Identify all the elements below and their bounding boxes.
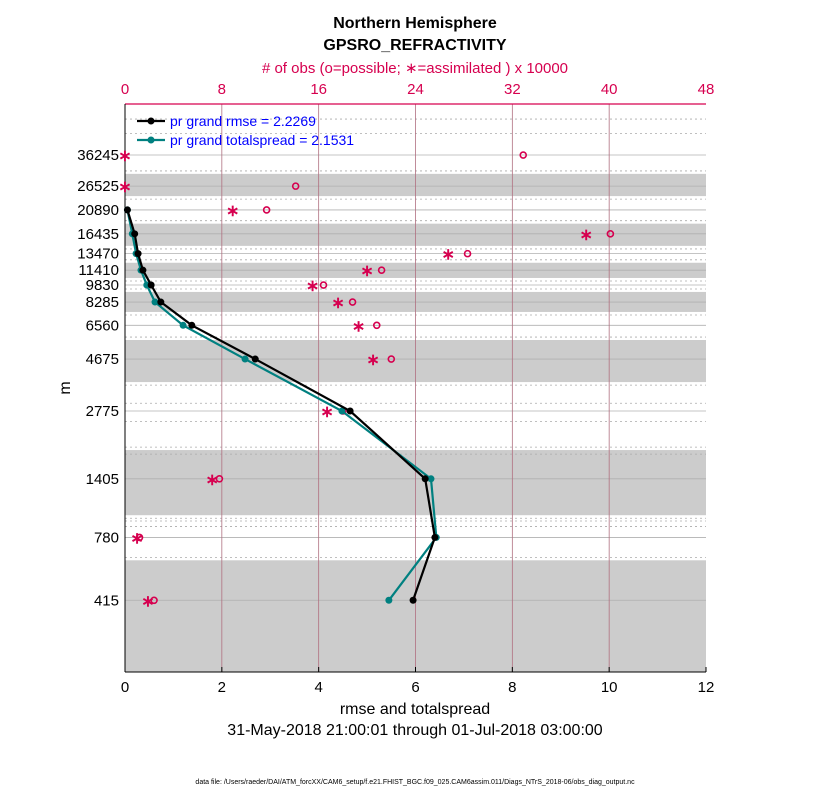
y-tick-label: 20890 xyxy=(77,202,119,219)
x-tick-label: 12 xyxy=(698,679,715,696)
top-tick-label: 16 xyxy=(310,81,327,98)
series-point xyxy=(139,266,147,274)
obs-assimilated-marker: ∗ xyxy=(352,318,365,335)
y-tick-label: 1405 xyxy=(86,471,119,488)
series-point xyxy=(346,407,354,415)
x-tick-label: 0 xyxy=(121,679,129,696)
series-point xyxy=(431,533,439,541)
chart-title-line2: GPSRO_REFRACTIVITY xyxy=(323,37,506,54)
obs-possible-marker xyxy=(387,355,396,363)
top-tick-label: 24 xyxy=(407,81,424,98)
obs-assimilated-marker: ∗ xyxy=(205,472,218,489)
series-point xyxy=(157,298,165,306)
obs-possible-marker xyxy=(150,596,158,605)
obs-possible-marker xyxy=(319,281,328,289)
chart-title-line1: Northern Hemisphere xyxy=(333,15,497,32)
obs-assimilated-marker: ∗ xyxy=(118,148,131,165)
obs-possible-marker xyxy=(519,151,528,159)
y-tick-label: 13470 xyxy=(77,246,119,263)
obs-possible-marker xyxy=(135,533,144,542)
obs-assimilated-marker: ∗ xyxy=(441,247,454,264)
series-point xyxy=(421,475,429,483)
top-tick-label: 8 xyxy=(218,81,226,98)
x-axis-label: rmse and totalspread xyxy=(340,701,490,718)
x-tick-label: 8 xyxy=(508,679,516,696)
obs-possible-marker xyxy=(463,249,472,258)
legend-marker xyxy=(147,117,155,125)
obs-assimilated-marker: ∗ xyxy=(579,227,592,244)
obs-assimilated-marker: ∗ xyxy=(130,530,143,547)
x-tick-label: 10 xyxy=(601,679,618,696)
y-tick-label: 9830 xyxy=(86,277,119,294)
obs-possible-marker xyxy=(348,298,357,306)
obs-assimilated-marker: ∗ xyxy=(306,278,319,295)
top-axis-label: # of obs (o=possible; ∗=assimilated ) x … xyxy=(262,60,568,77)
series-point xyxy=(427,475,435,483)
y-tick-label: 780 xyxy=(94,529,119,546)
series-point xyxy=(151,298,159,306)
obs-possible-marker xyxy=(377,266,386,274)
series-point xyxy=(131,230,139,238)
y-tick-label: 11410 xyxy=(78,262,119,279)
obs-assimilated-marker: ∗ xyxy=(360,263,373,280)
x-tick-label: 2 xyxy=(218,679,226,696)
legend-marker xyxy=(147,136,155,144)
series-point xyxy=(338,407,346,415)
y-tick-label: 36245 xyxy=(77,147,119,164)
top-tick-label: 48 xyxy=(698,81,715,98)
top-tick-label: 40 xyxy=(601,81,618,98)
series-point xyxy=(241,355,249,363)
series-point xyxy=(179,321,187,329)
y-axis-label: m xyxy=(57,381,74,394)
series-point xyxy=(188,321,196,329)
top-tick-label: 32 xyxy=(504,81,521,98)
legend-label: pr grand rmse = 2.2269 xyxy=(170,113,316,129)
y-tick-label: 26525 xyxy=(77,178,119,195)
obs-possible-marker xyxy=(606,230,615,238)
x-tick-label: 6 xyxy=(411,679,419,696)
series-point xyxy=(251,355,259,363)
series-point xyxy=(147,281,155,289)
footer-filename: data file: /Users/raeder/DAI/ATM_forcXX/… xyxy=(195,779,635,786)
obs-assimilated-marker: ∗ xyxy=(226,203,239,220)
obs-possible-marker xyxy=(291,182,300,190)
series-point xyxy=(409,596,417,604)
obs-assimilated-marker: ∗ xyxy=(118,179,131,196)
obs-possible-marker xyxy=(372,321,381,330)
legend-label: pr grand totalspread = 2.1531 xyxy=(170,132,354,148)
y-tick-label: 16435 xyxy=(77,226,119,243)
obs-possible-marker xyxy=(262,206,271,214)
y-tick-label: 415 xyxy=(94,592,119,609)
y-tick-label: 2775 xyxy=(86,403,119,420)
x-tick-label: 4 xyxy=(314,679,322,696)
series-point xyxy=(123,206,131,214)
y-tick-label: 6560 xyxy=(86,317,119,334)
y-tick-label: 4675 xyxy=(86,351,119,368)
obs-assimilated-marker: ∗ xyxy=(366,352,379,369)
date-range-label: 31-May-2018 21:00:01 through 01-Jul-2018… xyxy=(227,722,602,739)
series-point xyxy=(385,596,393,604)
obs-possible-marker xyxy=(215,475,224,483)
y-tick-label: 8285 xyxy=(86,294,119,311)
obs-assimilated-marker: ∗ xyxy=(320,404,333,421)
obs-assimilated-marker: ∗ xyxy=(141,593,154,610)
obs-assimilated-marker: ∗ xyxy=(331,295,344,312)
top-tick-label: 0 xyxy=(121,81,129,98)
series-point xyxy=(134,250,142,258)
